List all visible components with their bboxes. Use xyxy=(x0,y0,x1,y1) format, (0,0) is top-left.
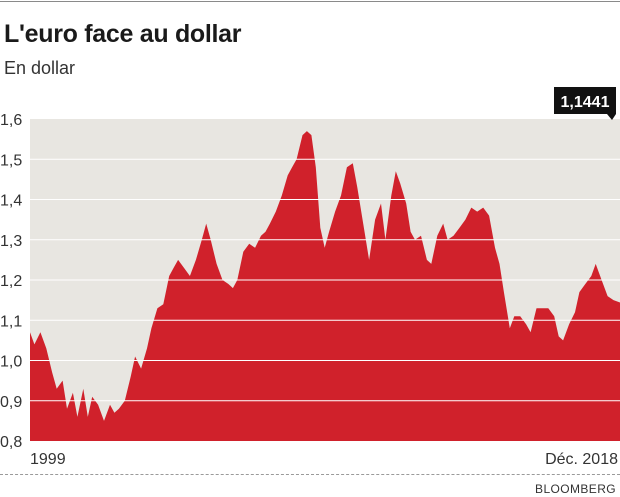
y-tick-label: 1,6 xyxy=(0,112,22,129)
gridlines xyxy=(30,158,620,402)
last-value-pointer xyxy=(607,114,616,120)
x-tick-label: 1999 xyxy=(30,451,66,468)
last-value-label: 1,1441 xyxy=(561,94,610,111)
series-area xyxy=(30,131,620,441)
y-tick-label: 1,4 xyxy=(0,193,22,210)
x-tick-label: Déc. 2018 xyxy=(545,451,618,468)
y-tick-label: 1,2 xyxy=(0,273,22,290)
y-tick-label: 0,8 xyxy=(0,434,22,451)
bottom-rule xyxy=(0,474,620,475)
last-value-badge xyxy=(554,87,616,114)
y-tick-label: 1,0 xyxy=(0,354,22,371)
source-label: BLOOMBERG xyxy=(535,482,616,496)
last-value-callout: 1,1441 xyxy=(554,87,616,120)
y-tick-label: 1,3 xyxy=(0,233,22,250)
y-tick-label: 1,5 xyxy=(0,152,22,169)
x-axis-ticks: 1999 Déc. 2018 xyxy=(30,451,618,468)
chart-subtitle: En dollar xyxy=(4,58,76,78)
y-tick-label: 0,9 xyxy=(0,394,22,411)
chart-title: L'euro face au dollar xyxy=(4,20,242,48)
y-tick-label: 1,1 xyxy=(0,313,22,330)
y-axis-ticks: 0,8 0,9 1,0 1,1 1,2 1,3 1,4 1,5 1,6 xyxy=(0,112,22,451)
top-rule xyxy=(0,1,620,2)
